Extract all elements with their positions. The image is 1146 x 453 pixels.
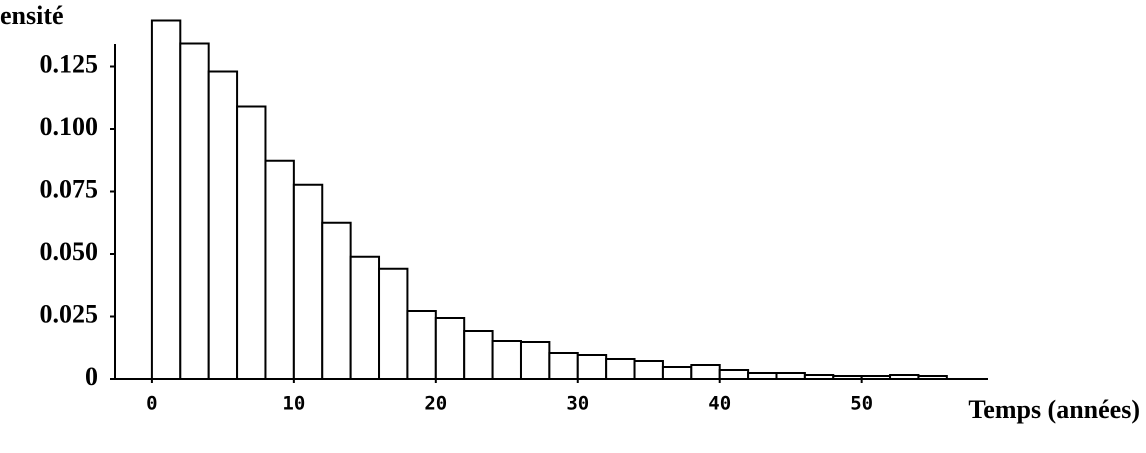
x-tick-label: 50	[850, 393, 873, 415]
x-tick-label: 30	[566, 393, 589, 415]
bar	[605, 358, 636, 380]
y-tick-label: 0.075	[40, 174, 99, 203]
bar	[321, 221, 352, 380]
x-axis-label: Temps (années)	[968, 395, 1140, 424]
y-tick-label: 0.125	[40, 49, 99, 78]
bar	[718, 369, 750, 380]
bar	[406, 310, 437, 380]
bar	[292, 183, 324, 380]
bar	[434, 317, 466, 380]
y-tick-label: 0.025	[40, 299, 99, 328]
x-tick-label: 10	[282, 393, 305, 415]
y-tick-label: 0.050	[40, 237, 99, 266]
bar	[633, 360, 664, 380]
bar	[576, 354, 608, 380]
bar	[349, 255, 381, 380]
bar	[548, 352, 579, 380]
bar	[150, 19, 182, 380]
bar	[661, 366, 693, 380]
y-tick-label: 0	[85, 362, 98, 391]
y-tick-label: 0.100	[40, 112, 99, 141]
x-tick-label: 20	[424, 393, 447, 415]
bar	[207, 70, 239, 380]
bar	[690, 364, 721, 380]
bar	[264, 159, 295, 380]
bar	[179, 42, 210, 380]
x-tick-label: 0	[146, 393, 157, 415]
x-tick-label: 40	[708, 393, 731, 415]
bar	[491, 340, 522, 380]
bar	[378, 267, 409, 380]
bar	[236, 105, 267, 380]
bar	[463, 330, 494, 380]
y-axis-label: ensité	[0, 1, 64, 30]
bar	[519, 341, 551, 380]
